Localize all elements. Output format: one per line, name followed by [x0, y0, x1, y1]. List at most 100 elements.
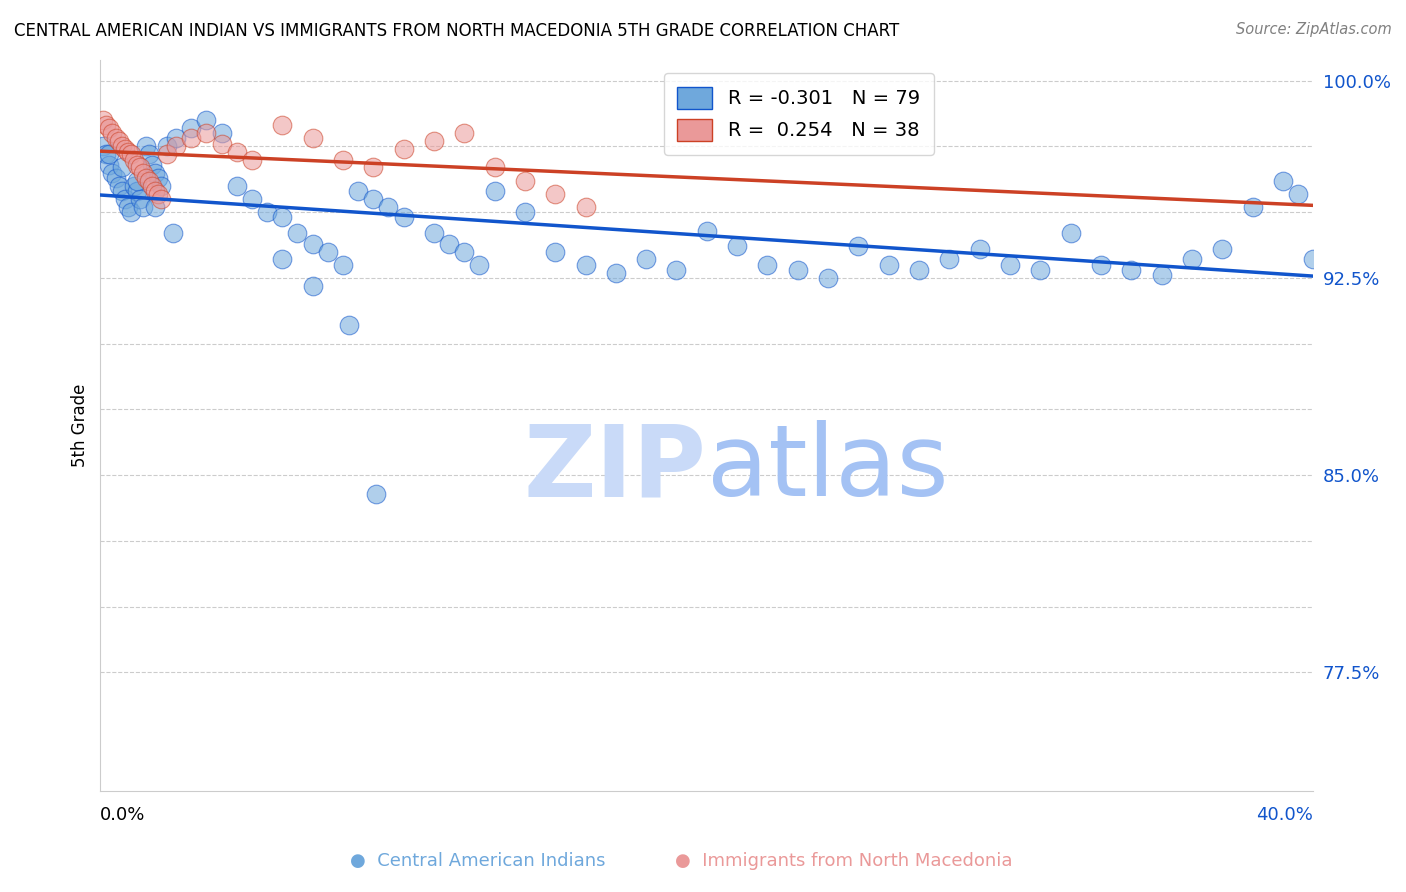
- Point: [271, 211, 294, 225]
- Point: [128, 192, 150, 206]
- Point: [240, 192, 263, 206]
- Point: [101, 166, 124, 180]
- Point: [195, 113, 218, 128]
- Point: [544, 186, 567, 201]
- Point: [122, 153, 145, 167]
- Point: [211, 136, 233, 151]
- Point: [347, 184, 370, 198]
- Point: [240, 153, 263, 167]
- Point: [165, 131, 187, 145]
- Point: [211, 126, 233, 140]
- Point: [180, 131, 202, 145]
- Point: [110, 139, 132, 153]
- Point: [453, 126, 475, 140]
- Point: [1286, 186, 1309, 201]
- Point: [361, 161, 384, 175]
- Point: [1121, 263, 1143, 277]
- Point: [301, 278, 323, 293]
- Point: [271, 252, 294, 267]
- Point: [969, 242, 991, 256]
- Point: [256, 205, 278, 219]
- Point: [513, 205, 536, 219]
- Point: [156, 147, 179, 161]
- Text: 40.0%: 40.0%: [1257, 806, 1313, 824]
- Point: [104, 131, 127, 145]
- Point: [696, 223, 718, 237]
- Point: [423, 134, 446, 148]
- Point: [93, 113, 115, 128]
- Text: CENTRAL AMERICAN INDIAN VS IMMIGRANTS FROM NORTH MACEDONIA 5TH GRADE CORRELATION: CENTRAL AMERICAN INDIAN VS IMMIGRANTS FR…: [14, 22, 900, 40]
- Point: [337, 318, 360, 333]
- Point: [132, 200, 155, 214]
- Point: [423, 226, 446, 240]
- Point: [636, 252, 658, 267]
- Point: [135, 139, 157, 153]
- Point: [98, 158, 121, 172]
- Point: [225, 178, 247, 193]
- Point: [150, 192, 173, 206]
- Point: [316, 244, 339, 259]
- Point: [162, 226, 184, 240]
- Text: Source: ZipAtlas.com: Source: ZipAtlas.com: [1236, 22, 1392, 37]
- Point: [117, 200, 139, 214]
- Point: [484, 161, 506, 175]
- Point: [110, 184, 132, 198]
- Point: [1271, 173, 1294, 187]
- Point: [301, 131, 323, 145]
- Point: [437, 236, 460, 251]
- Point: [605, 266, 627, 280]
- Point: [998, 258, 1021, 272]
- Point: [128, 161, 150, 175]
- Point: [141, 178, 163, 193]
- Point: [225, 145, 247, 159]
- Point: [544, 244, 567, 259]
- Text: atlas: atlas: [707, 420, 949, 517]
- Point: [117, 145, 139, 159]
- Point: [332, 153, 354, 167]
- Point: [665, 263, 688, 277]
- Point: [93, 139, 115, 153]
- Point: [143, 200, 166, 214]
- Point: [146, 186, 169, 201]
- Point: [141, 158, 163, 172]
- Point: [301, 236, 323, 251]
- Point: [725, 239, 748, 253]
- Text: ●  Immigrants from North Macedonia: ● Immigrants from North Macedonia: [675, 852, 1012, 870]
- Point: [143, 166, 166, 180]
- Point: [1302, 252, 1324, 267]
- Point: [287, 226, 309, 240]
- Point: [377, 200, 399, 214]
- Point: [195, 126, 218, 140]
- Point: [392, 142, 415, 156]
- Point: [107, 134, 129, 148]
- Point: [332, 258, 354, 272]
- Point: [120, 147, 142, 161]
- Point: [271, 119, 294, 133]
- Point: [1090, 258, 1112, 272]
- Point: [104, 170, 127, 185]
- Point: [132, 166, 155, 180]
- Point: [98, 147, 121, 161]
- Point: [110, 161, 132, 175]
- Point: [1060, 226, 1083, 240]
- Point: [180, 120, 202, 135]
- Point: [1181, 252, 1204, 267]
- Point: [756, 258, 779, 272]
- Point: [122, 178, 145, 193]
- Point: [125, 173, 148, 187]
- Point: [114, 142, 136, 156]
- Point: [101, 126, 124, 140]
- Point: [1241, 200, 1264, 214]
- Legend: R = -0.301   N = 79, R =  0.254   N = 38: R = -0.301 N = 79, R = 0.254 N = 38: [664, 73, 934, 155]
- Y-axis label: 5th Grade: 5th Grade: [72, 384, 89, 467]
- Text: 0.0%: 0.0%: [100, 806, 146, 824]
- Point: [468, 258, 491, 272]
- Point: [877, 258, 900, 272]
- Point: [114, 192, 136, 206]
- Point: [125, 184, 148, 198]
- Point: [146, 170, 169, 185]
- Point: [361, 192, 384, 206]
- Point: [453, 244, 475, 259]
- Point: [392, 211, 415, 225]
- Point: [574, 258, 596, 272]
